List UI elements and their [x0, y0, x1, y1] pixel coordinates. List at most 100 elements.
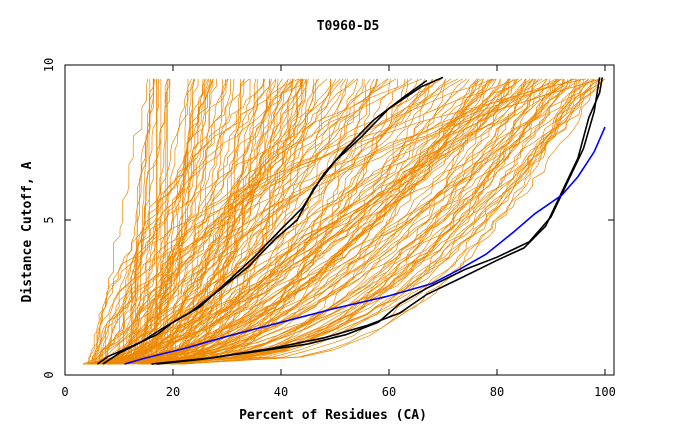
model-curve [90, 78, 442, 365]
model-curve [161, 78, 484, 365]
model-curve [116, 78, 226, 365]
model-curve [155, 78, 562, 365]
model-curve [171, 78, 301, 365]
model-curve [113, 78, 363, 365]
model-curve [178, 78, 578, 365]
model-curve [171, 78, 551, 365]
model-curve [90, 78, 511, 365]
model-curve [99, 78, 494, 365]
model-curve [92, 78, 586, 365]
model-curve [123, 78, 277, 365]
model-curve [92, 78, 574, 365]
x-tick-label: 20 [166, 385, 180, 399]
model-curve [183, 78, 509, 365]
model-curve [94, 78, 526, 365]
model-curve [99, 78, 341, 365]
model-curve [177, 78, 582, 365]
highlight-curve [102, 76, 444, 365]
model-curve [149, 78, 518, 365]
model-curve [141, 78, 283, 365]
model-curve [112, 78, 531, 365]
model-curve [87, 78, 365, 365]
model-curve [93, 78, 595, 365]
model-curve [141, 78, 291, 365]
model-curve [137, 78, 501, 365]
y-tick-label: 5 [42, 216, 56, 223]
model-curve [94, 78, 391, 365]
y-tick-label: 0 [42, 371, 56, 378]
highlight-curves [96, 76, 606, 365]
model-curve [99, 78, 426, 365]
x-tick-label: 0 [61, 385, 68, 399]
model-curve [142, 78, 293, 365]
model-curve [92, 78, 412, 365]
model-curve [116, 78, 576, 365]
model-curve [129, 78, 210, 365]
model-curve [173, 78, 315, 365]
x-tick-label: 80 [490, 385, 504, 399]
model-curve [95, 78, 265, 365]
model-curve [118, 78, 207, 365]
model-curve [130, 78, 154, 365]
model-curve [171, 78, 562, 365]
model-curve [122, 78, 214, 365]
model-curve [101, 78, 245, 365]
model-curve [95, 78, 266, 365]
model-curve [106, 78, 470, 365]
model-curve [173, 78, 437, 365]
x-tick-label: 40 [274, 385, 288, 399]
chart-title: T0960-D5 [317, 19, 380, 34]
model-curve [104, 78, 534, 365]
model-curve [107, 78, 479, 365]
model-curve [174, 78, 303, 365]
y-tick-label: 10 [42, 58, 56, 72]
x-tick-label: 60 [382, 385, 396, 399]
model-curve [155, 78, 594, 365]
x-tick-label: 100 [594, 385, 616, 399]
model-curve [168, 78, 307, 365]
model-curve [114, 78, 151, 365]
model-curve [141, 78, 479, 365]
model-curve [95, 78, 516, 365]
model-curve [117, 78, 277, 365]
model-curve [126, 78, 375, 365]
model-curve [159, 78, 518, 365]
model-curve [106, 78, 605, 365]
highlight-curve [151, 77, 604, 365]
model-curve [131, 78, 511, 365]
model-curve [124, 78, 223, 365]
model-curve [142, 78, 379, 365]
model-curve [170, 78, 527, 365]
model-curve [130, 78, 358, 365]
model-curve [132, 78, 495, 365]
model-curve [105, 78, 523, 365]
model-curve [111, 78, 564, 365]
model-curve [146, 78, 294, 365]
model-curve [83, 78, 601, 365]
model-curve [83, 78, 497, 365]
y-axis-label: Distance Cutoff, A [20, 161, 35, 302]
model-curve [144, 78, 332, 365]
model-curve [160, 78, 537, 365]
model-curve [145, 78, 320, 365]
x-axis-ticks: 0 20 40 60 80 100 [61, 65, 616, 399]
model-curve [179, 78, 565, 365]
model-curve [87, 78, 467, 365]
model-curve [110, 78, 169, 365]
model-curve [111, 78, 595, 365]
model-curve [108, 78, 559, 365]
model-curve [158, 78, 492, 365]
model-curve [85, 78, 235, 365]
model-curve [91, 78, 331, 365]
model-curve [85, 78, 569, 365]
model-curve [129, 78, 196, 365]
model-curve [141, 78, 270, 365]
model-curve [114, 78, 571, 365]
model-curve [174, 78, 459, 365]
model-curve [88, 78, 148, 365]
model-curve [148, 78, 349, 365]
model-curve [97, 78, 156, 365]
model-curve [136, 78, 581, 365]
model-curve [150, 78, 307, 365]
